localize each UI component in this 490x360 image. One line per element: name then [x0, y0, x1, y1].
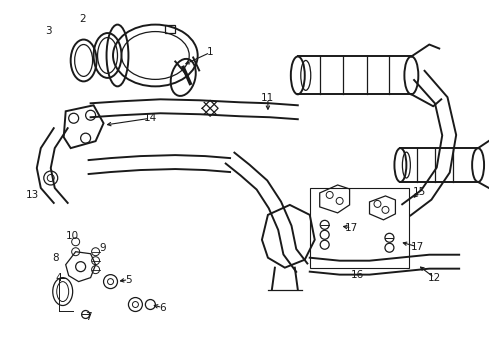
Text: 1: 1 — [207, 48, 214, 58]
Text: 14: 14 — [144, 113, 157, 123]
Bar — [165, 24, 175, 32]
Text: 6: 6 — [159, 302, 166, 312]
Text: 15: 15 — [413, 187, 426, 197]
Text: 12: 12 — [428, 273, 441, 283]
Text: 5: 5 — [125, 275, 132, 285]
Text: 4: 4 — [55, 273, 62, 283]
Text: 17: 17 — [345, 223, 358, 233]
Text: 2: 2 — [79, 14, 86, 24]
Text: 9: 9 — [99, 243, 106, 253]
Text: 17: 17 — [411, 242, 424, 252]
Text: 11: 11 — [261, 93, 274, 103]
Text: 16: 16 — [351, 270, 364, 280]
Text: 10: 10 — [66, 231, 79, 241]
Text: 3: 3 — [46, 26, 52, 36]
Text: 13: 13 — [26, 190, 40, 200]
Text: 7: 7 — [85, 312, 92, 323]
Text: 8: 8 — [52, 253, 59, 263]
Bar — [310, 188, 409, 268]
